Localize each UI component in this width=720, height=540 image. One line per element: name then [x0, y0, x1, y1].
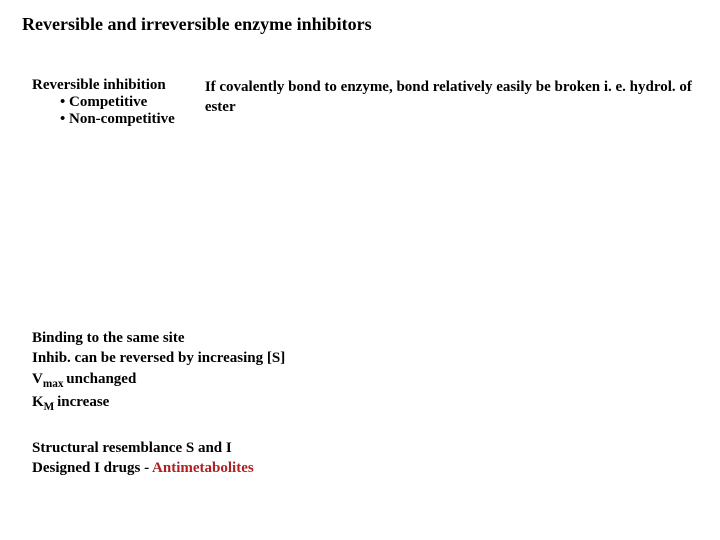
covalent-bond-note: If covalently bond to enzyme, bond relat…: [205, 77, 698, 128]
vmax-rest: unchanged: [66, 371, 136, 387]
vmax-sub: max: [43, 378, 66, 390]
bullet-noncompetitive: • Non-competitive: [32, 111, 175, 128]
bullet-competitive: • Competitive: [32, 94, 175, 111]
km-k: K: [32, 394, 44, 410]
reversible-heading: Reversible inhibition: [32, 77, 175, 94]
vmax-v: V: [32, 371, 43, 387]
structural-block: Structural resemblance S and I Designed …: [32, 438, 698, 479]
top-section: Reversible inhibition • Competitive • No…: [22, 77, 698, 128]
binding-block: Binding to the same site Inhib. can be r…: [32, 328, 698, 415]
binding-line-1: Binding to the same site: [32, 328, 698, 348]
bottom-section: Binding to the same site Inhib. can be r…: [22, 328, 698, 478]
vmax-line: Vmax unchanged: [32, 369, 698, 392]
km-rest: increase: [57, 394, 109, 410]
designed-text: Designed I drugs -: [32, 460, 152, 476]
antimetabolites-text: Antimetabolites: [152, 460, 254, 476]
km-line: KM increase: [32, 392, 698, 415]
structural-line-2: Designed I drugs - Antimetabolites: [32, 458, 698, 478]
structural-line-1: Structural resemblance S and I: [32, 438, 698, 458]
binding-line-2: Inhib. can be reversed by increasing [S]: [32, 348, 698, 368]
reversible-inhibition-list: Reversible inhibition • Competitive • No…: [22, 77, 175, 128]
note-line-1: If covalently bond to enzyme, bond relat…: [205, 79, 600, 95]
km-sub: M: [44, 401, 57, 413]
page-title: Reversible and irreversible enzyme inhib…: [22, 14, 698, 35]
